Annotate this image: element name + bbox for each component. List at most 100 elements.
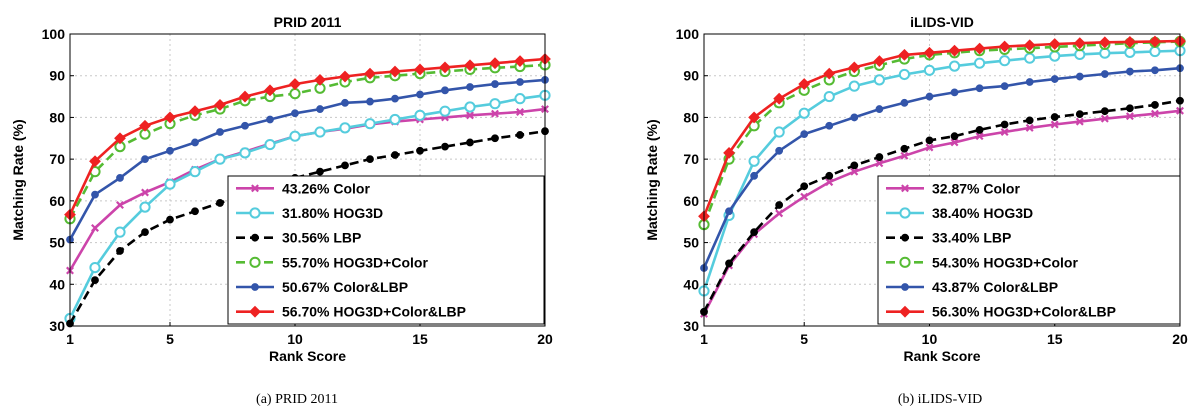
data-point (1100, 114, 1109, 123)
legend-marker (901, 283, 909, 291)
y-axis-label: Matching Rate (%) (644, 119, 660, 240)
data-point (1050, 113, 1059, 121)
data-point (1075, 117, 1084, 126)
data-point (316, 105, 324, 113)
data-point (873, 74, 885, 86)
data-point (825, 178, 834, 187)
x-tick-label: 20 (1172, 331, 1188, 347)
data-point (166, 146, 174, 155)
legend-marker (899, 207, 911, 219)
legend-marker (249, 207, 261, 219)
x-axis-label: Rank Score (903, 348, 980, 364)
data-point (973, 57, 986, 69)
legend-entry: 38.40% HOG3D (886, 205, 1033, 221)
data-point (391, 94, 399, 103)
legend-label: 30.56% LBP (282, 230, 361, 246)
data-point (848, 61, 861, 74)
data-point (1125, 112, 1134, 121)
y-tick-label: 30 (683, 318, 699, 334)
data-point (1151, 66, 1159, 75)
legend-entry: 43.87% Color&LBP (886, 279, 1058, 295)
series-5 (66, 75, 549, 244)
x-tick-label: 1 (66, 331, 74, 347)
legend-label: 56.30% HOG3D+Color&LBP (932, 304, 1116, 320)
y-axis-label: Matching Rate (%) (10, 119, 26, 240)
series-line (68, 129, 546, 325)
data-point (725, 207, 733, 216)
y-tick-label: 70 (683, 151, 699, 167)
data-point (239, 147, 251, 159)
data-point (1050, 120, 1059, 129)
data-point (264, 84, 276, 97)
data-point (464, 59, 476, 72)
series-6 (64, 53, 551, 221)
data-point (848, 80, 860, 92)
y-tick-label: 70 (49, 151, 65, 167)
data-point (850, 167, 859, 176)
data-point (264, 138, 276, 151)
data-point (998, 40, 1011, 53)
plot-border (69, 33, 546, 327)
legend-label: 38.40% HOG3D (932, 205, 1033, 221)
data-point (1100, 70, 1109, 78)
y-tick-label: 90 (683, 68, 699, 84)
legend-label: 33.40% LBP (932, 230, 1011, 246)
data-point (389, 65, 401, 78)
data-point (925, 143, 934, 152)
data-point (875, 159, 884, 168)
y-tick-label: 60 (683, 193, 699, 209)
data-point (1150, 109, 1159, 118)
data-point (314, 126, 326, 138)
series-line (68, 78, 546, 241)
data-point (314, 73, 326, 86)
data-point (775, 201, 784, 209)
legend-marker (899, 256, 911, 268)
y-tick-label: 30 (49, 318, 65, 334)
y-tick-label: 50 (49, 235, 65, 251)
data-point (773, 92, 786, 105)
series-2 (698, 45, 1186, 297)
data-point (1149, 45, 1161, 58)
data-point (414, 63, 426, 76)
data-point (141, 228, 149, 237)
y-tick-label: 40 (683, 276, 699, 292)
chart-title: PRID 2011 (274, 14, 342, 30)
data-point (900, 144, 909, 153)
y-tick-label: 60 (49, 193, 65, 209)
series-line (702, 99, 1181, 313)
legend: 43.26% Color 31.80% HOG3D 30.56% LBP 55.70%… (227, 175, 545, 325)
legend-marker (249, 305, 261, 318)
legend-label: 43.26% Color (282, 180, 370, 196)
y-tick-label: 80 (683, 109, 699, 125)
x-tick-label: 15 (1047, 331, 1063, 347)
data-point (1049, 50, 1061, 62)
legend-entry: 54.30% HOG3D+Color (886, 254, 1078, 270)
data-point (289, 88, 301, 100)
caption-b: (b) iLIDS-VID (898, 392, 982, 407)
data-point (141, 188, 149, 197)
data-point (1023, 39, 1036, 52)
x-tick-label: 5 (166, 331, 174, 347)
y-tick-label: 90 (49, 68, 65, 84)
series-1 (700, 106, 1184, 318)
legend: 32.87% Color 38.40% HOG3D 33.40% LBP 54.30%… (877, 175, 1181, 325)
caption-a: (a) PRID 2011 (256, 392, 338, 407)
y-tick-label: 50 (683, 235, 699, 251)
legend-entry: 31.80% HOG3D (236, 205, 383, 221)
series-layer (698, 35, 1186, 318)
data-point (416, 90, 424, 99)
data-point (514, 93, 526, 105)
x-tick-label: 10 (922, 331, 938, 347)
data-point (391, 151, 399, 159)
data-point (164, 178, 176, 190)
legend-box (877, 175, 1181, 325)
data-point (773, 126, 785, 138)
data-point (1151, 101, 1159, 109)
data-point (948, 44, 961, 57)
data-point (339, 70, 351, 83)
data-point (950, 88, 959, 97)
data-point (1050, 75, 1059, 83)
data-point (898, 48, 911, 61)
